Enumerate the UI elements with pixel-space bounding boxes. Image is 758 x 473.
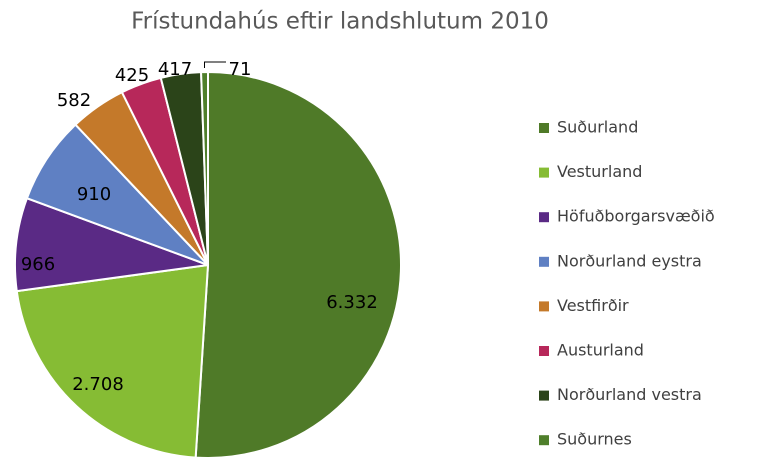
- chart-title: Frístundahús eftir landshlutum 2010: [131, 9, 549, 35]
- leader-line: [203, 61, 226, 69]
- data-label: 966: [21, 254, 55, 275]
- pie-slice: [200, 70, 209, 266]
- data-label: 71: [229, 59, 252, 80]
- legend-swatch: [539, 301, 549, 312]
- legend-swatch: [539, 123, 549, 133]
- legend-label: Austurland: [557, 341, 644, 360]
- legend-label: Norðurland vestra: [557, 385, 702, 404]
- data-label: 6.332: [326, 292, 378, 313]
- data-label: 910: [77, 184, 111, 205]
- legend-label: Norðurland eystra: [557, 251, 702, 270]
- legend-swatch: [539, 390, 549, 401]
- data-label: 425: [115, 65, 149, 86]
- legend-label: Suðurnes: [557, 430, 632, 449]
- legend-label: Suðurland: [557, 118, 638, 137]
- legend-swatch: [539, 256, 549, 267]
- legend-label: Höfuðborgarsvæðið: [557, 207, 715, 226]
- pie-slice: [15, 263, 210, 459]
- legend-label: Vestfirðir: [557, 296, 629, 315]
- data-label: 582: [57, 90, 91, 111]
- legend-swatch: [539, 435, 549, 446]
- legend-swatch: [539, 346, 549, 356]
- pie-slice: [194, 70, 402, 459]
- data-label: 417: [158, 59, 192, 80]
- legend-swatch: [539, 212, 549, 223]
- legend-label: Vesturland: [557, 162, 642, 181]
- legend-swatch: [539, 167, 549, 178]
- data-label: 2.708: [72, 374, 124, 395]
- pie-slice: [14, 196, 209, 293]
